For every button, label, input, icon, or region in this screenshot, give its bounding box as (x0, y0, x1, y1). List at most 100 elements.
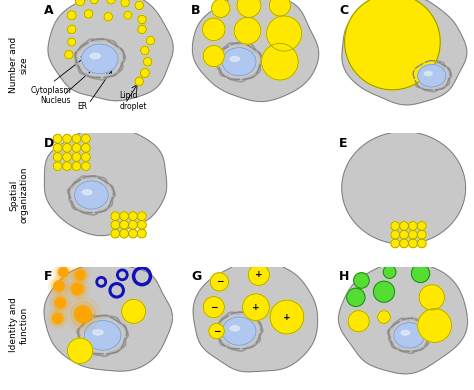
Circle shape (146, 36, 155, 45)
Circle shape (53, 162, 62, 170)
Circle shape (144, 57, 152, 66)
Circle shape (202, 18, 225, 41)
Circle shape (391, 230, 400, 239)
Polygon shape (342, 0, 467, 105)
Text: H: H (339, 270, 349, 283)
Circle shape (418, 230, 426, 239)
Text: +: + (252, 303, 260, 312)
Circle shape (65, 277, 89, 301)
Circle shape (354, 273, 369, 288)
Circle shape (120, 229, 128, 238)
Circle shape (53, 152, 62, 161)
Circle shape (67, 338, 93, 363)
Circle shape (67, 25, 76, 34)
Circle shape (63, 152, 72, 161)
Ellipse shape (394, 323, 425, 348)
Circle shape (82, 152, 90, 161)
Circle shape (203, 297, 224, 318)
Circle shape (348, 311, 369, 332)
Circle shape (140, 69, 149, 78)
Polygon shape (44, 262, 173, 371)
Circle shape (104, 12, 112, 21)
Circle shape (54, 281, 64, 291)
Circle shape (128, 229, 137, 238)
Polygon shape (342, 132, 465, 244)
Circle shape (58, 267, 68, 277)
Ellipse shape (222, 48, 256, 76)
Ellipse shape (222, 317, 256, 345)
Circle shape (418, 308, 452, 342)
Text: B: B (191, 4, 201, 17)
Text: A: A (44, 4, 53, 17)
Circle shape (120, 212, 128, 220)
Circle shape (72, 135, 81, 143)
Text: E: E (339, 137, 347, 150)
Circle shape (74, 306, 91, 323)
Circle shape (391, 239, 400, 248)
Ellipse shape (424, 71, 432, 76)
Circle shape (135, 77, 144, 86)
Circle shape (53, 295, 68, 311)
Circle shape (72, 283, 83, 295)
Circle shape (75, 270, 85, 280)
Ellipse shape (84, 321, 121, 350)
Text: −: − (213, 326, 220, 336)
Circle shape (121, 0, 129, 7)
Circle shape (137, 220, 146, 229)
Text: Lipid
droplet: Lipid droplet (119, 91, 147, 111)
Circle shape (73, 268, 88, 282)
Text: +: + (255, 270, 263, 279)
Circle shape (234, 18, 261, 44)
Text: −: − (210, 303, 218, 312)
Circle shape (141, 46, 149, 55)
Circle shape (67, 11, 76, 20)
Ellipse shape (74, 181, 108, 209)
Circle shape (383, 266, 396, 278)
Circle shape (68, 38, 76, 46)
Circle shape (210, 273, 228, 291)
Polygon shape (338, 262, 467, 374)
Circle shape (248, 264, 269, 285)
Circle shape (76, 0, 85, 6)
Circle shape (418, 222, 426, 230)
Ellipse shape (230, 326, 239, 331)
Text: D: D (44, 137, 54, 150)
Circle shape (50, 292, 71, 314)
Circle shape (209, 323, 224, 339)
Circle shape (391, 222, 400, 230)
Circle shape (409, 230, 417, 239)
Circle shape (346, 288, 365, 307)
Circle shape (378, 311, 390, 323)
Circle shape (72, 152, 81, 161)
Text: Number and
size: Number and size (9, 37, 28, 93)
Text: +: + (283, 312, 291, 321)
Circle shape (262, 43, 298, 80)
Circle shape (72, 144, 81, 152)
Circle shape (54, 262, 73, 282)
Circle shape (120, 220, 128, 229)
Circle shape (84, 10, 93, 18)
Circle shape (111, 212, 119, 220)
Circle shape (409, 239, 417, 248)
Circle shape (82, 144, 90, 152)
Circle shape (63, 135, 72, 143)
Circle shape (47, 308, 68, 328)
Text: C: C (339, 4, 348, 17)
Circle shape (82, 162, 90, 170)
Circle shape (70, 265, 90, 285)
Circle shape (53, 144, 62, 152)
Ellipse shape (401, 331, 410, 335)
Circle shape (82, 135, 90, 143)
Ellipse shape (93, 330, 103, 335)
Text: F: F (44, 270, 52, 283)
Circle shape (374, 281, 394, 302)
Polygon shape (193, 259, 318, 372)
Circle shape (70, 301, 96, 327)
Circle shape (345, 0, 440, 90)
Ellipse shape (82, 190, 92, 195)
Polygon shape (192, 0, 319, 101)
Circle shape (400, 222, 409, 230)
Text: ER: ER (77, 103, 87, 112)
Circle shape (48, 275, 70, 297)
Circle shape (128, 212, 137, 220)
